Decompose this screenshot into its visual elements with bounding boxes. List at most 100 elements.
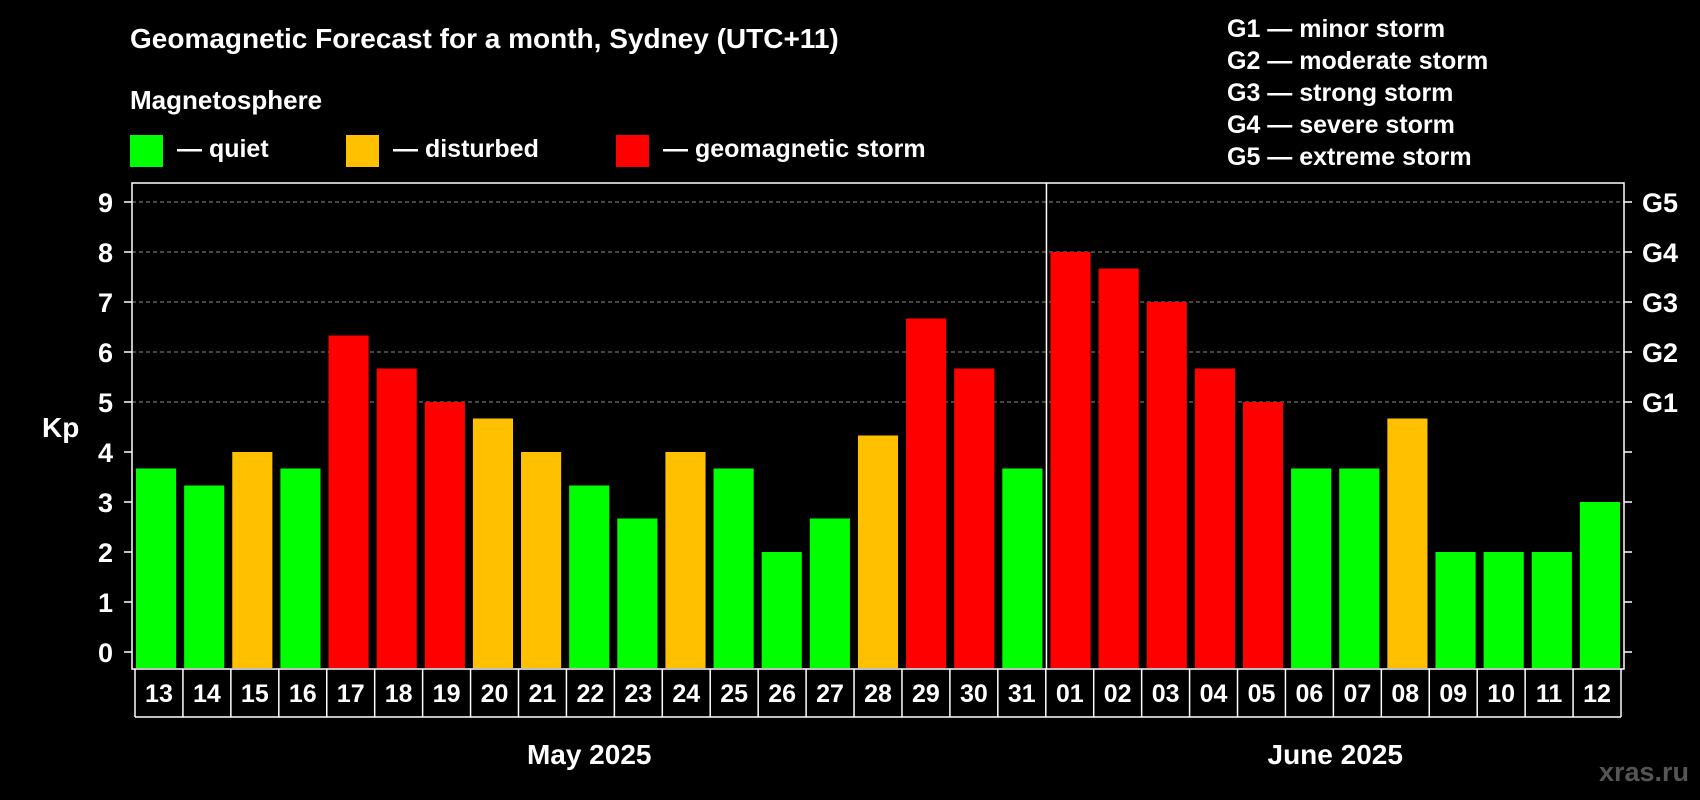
- x-tick-label: 01: [1056, 680, 1084, 708]
- legend-label-disturbed: — disturbed: [393, 135, 539, 163]
- bar-29: [906, 318, 947, 668]
- x-tick-label: 23: [624, 680, 652, 708]
- x-tick-label: 02: [1104, 680, 1132, 708]
- x-tick-label: 14: [193, 680, 221, 708]
- y-tick-label: 5: [98, 388, 113, 418]
- axes: 0 1 2 3 4 5 6 7 8 9 G1 G2 G3 G4 G5: [98, 182, 1678, 670]
- legend-label-storm: — geomagnetic storm: [663, 135, 926, 163]
- month-label: June 2025: [1268, 739, 1403, 770]
- x-tick-label: 10: [1487, 680, 1515, 708]
- bar-21: [521, 452, 562, 668]
- bar-31: [1002, 468, 1043, 668]
- storm-scale-item: G5 — extreme storm: [1227, 143, 1472, 171]
- legend-title: Magnetosphere: [130, 85, 322, 115]
- x-tick-label: 21: [529, 680, 557, 708]
- bar-11: [1531, 552, 1572, 668]
- storm-scale-item: G2 — moderate storm: [1227, 47, 1488, 75]
- bar-02: [1098, 268, 1139, 668]
- x-tick-label: 04: [1200, 680, 1228, 708]
- bar-28: [857, 435, 899, 668]
- x-tick-label: 17: [337, 680, 365, 708]
- bar-04: [1194, 368, 1235, 668]
- x-tick-label: 20: [481, 680, 509, 708]
- y-axis-label: Kp: [42, 412, 79, 443]
- bar-19: [424, 402, 465, 668]
- bar-01: [1050, 252, 1091, 668]
- y-tick-label: 2: [98, 538, 113, 568]
- x-tick-label: 13: [145, 680, 173, 708]
- y-tick-label: 0: [98, 638, 113, 668]
- legend-swatch-disturbed: [346, 135, 379, 167]
- x-tick-label: 28: [864, 680, 892, 708]
- x-tick-label: 27: [816, 680, 844, 708]
- x-tick-label: 22: [576, 680, 604, 708]
- bar-10: [1483, 552, 1524, 668]
- x-tick-label: 31: [1008, 680, 1036, 708]
- x-tick-label: 30: [960, 680, 988, 708]
- bar-25: [713, 468, 754, 668]
- x-tick-label: 07: [1343, 680, 1371, 708]
- y-tick-label: 7: [98, 288, 113, 318]
- x-tick-label: 18: [385, 680, 413, 708]
- bar-06: [1291, 468, 1332, 668]
- x-tick-label: 24: [672, 680, 700, 708]
- legend-label-quiet: — quiet: [177, 135, 269, 163]
- x-tick-label: 26: [768, 680, 796, 708]
- y-tick-label: 3: [98, 488, 113, 518]
- bar-14: [184, 485, 225, 668]
- x-tick-label: 19: [433, 680, 461, 708]
- storm-level-label-g5: G5: [1642, 188, 1678, 218]
- y-tick-label: 6: [98, 338, 113, 368]
- bar-05: [1242, 402, 1284, 668]
- x-axis-labels: 13 14 15 16 17 18 19 20 21 22 23 24 25 26 27 28 29 30 31 01…: [134, 669, 1622, 718]
- legend-swatch-quiet: [130, 135, 163, 167]
- x-tick-label: 16: [289, 680, 317, 708]
- bar-26: [761, 552, 802, 668]
- bar-03: [1146, 302, 1187, 668]
- bar-15: [232, 452, 273, 668]
- storm-level-label-g1: G1: [1642, 388, 1678, 418]
- x-tick-label: 29: [912, 680, 940, 708]
- plot-frame: [131, 182, 1625, 670]
- storm-scale-item: G4 — severe storm: [1227, 111, 1455, 139]
- bar-20: [472, 418, 514, 668]
- x-tick-label: 09: [1439, 680, 1467, 708]
- x-tick-label: 25: [720, 680, 748, 708]
- watermark: xras.ru: [1599, 757, 1689, 787]
- y-tick-label: 1: [98, 588, 113, 618]
- x-tick-label: 15: [241, 680, 269, 708]
- bar-16: [280, 468, 321, 668]
- bar-23: [617, 518, 658, 668]
- storm-level-label-g3: G3: [1642, 288, 1678, 318]
- bar-13: [136, 468, 177, 668]
- legend: — quiet — disturbed — geomagnetic storm: [130, 135, 926, 167]
- bar-07: [1339, 468, 1380, 668]
- bars: [136, 252, 1620, 668]
- bar-30: [954, 368, 995, 668]
- bar-18: [376, 368, 417, 668]
- x-tick-label: 05: [1248, 680, 1276, 708]
- bar-09: [1435, 552, 1476, 668]
- bar-12: [1579, 502, 1620, 668]
- bar-24: [665, 452, 706, 668]
- y-tick-label: 4: [98, 438, 113, 468]
- x-tick-label: 06: [1296, 680, 1324, 708]
- bar-27: [809, 518, 850, 668]
- y-tick-label: 9: [98, 188, 113, 218]
- x-tick-label: 11: [1536, 680, 1563, 708]
- chart-title: Geomagnetic Forecast for a month, Sydney…: [130, 23, 839, 54]
- month-labels: May 2025 June 2025: [527, 739, 1403, 770]
- bar-22: [569, 485, 610, 668]
- storm-scale-item: G3 — strong storm: [1227, 79, 1453, 107]
- x-tick-label: 03: [1152, 680, 1180, 708]
- month-label: May 2025: [527, 739, 652, 770]
- bar-17: [328, 335, 369, 668]
- x-tick-label: 08: [1391, 680, 1419, 708]
- y-tick-label: 8: [98, 238, 113, 268]
- storm-level-label-g2: G2: [1642, 338, 1678, 368]
- bar-08: [1387, 418, 1428, 668]
- storm-level-label-g4: G4: [1642, 238, 1678, 268]
- storm-scale-item: G1 — minor storm: [1227, 15, 1445, 43]
- x-tick-label: 12: [1583, 680, 1611, 708]
